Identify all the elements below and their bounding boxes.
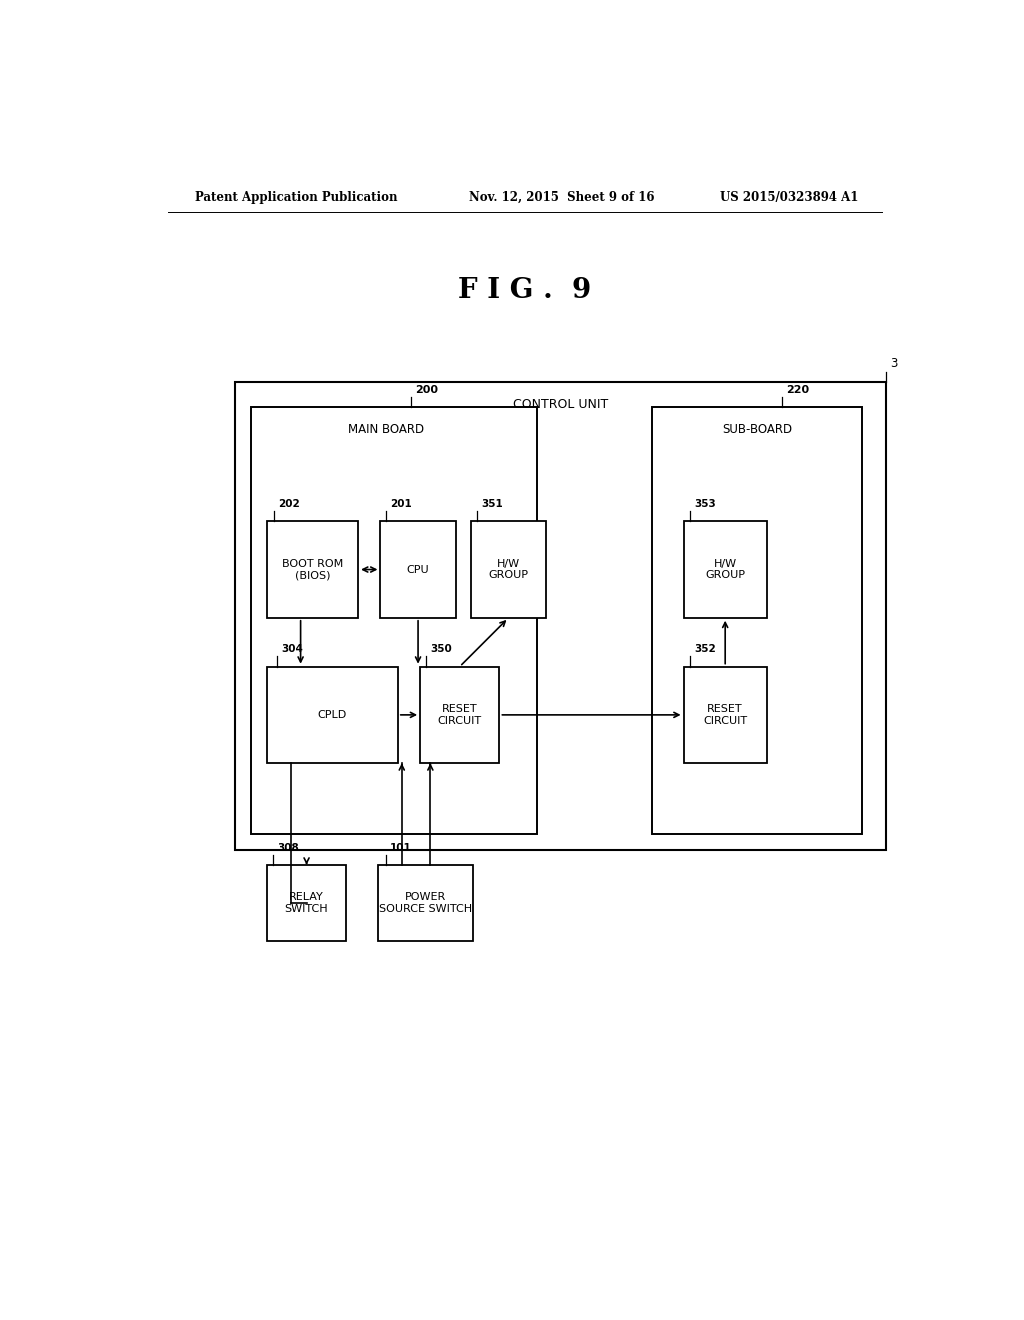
Text: H/W
GROUP: H/W GROUP: [488, 558, 528, 581]
Text: 304: 304: [282, 644, 303, 655]
Text: 101: 101: [389, 842, 412, 853]
Text: 352: 352: [694, 644, 716, 655]
Bar: [471, 521, 546, 618]
Bar: [684, 521, 767, 618]
Bar: [267, 667, 397, 763]
Text: POWER
SOURCE SWITCH: POWER SOURCE SWITCH: [379, 892, 472, 913]
Text: 350: 350: [430, 644, 453, 655]
Bar: [652, 408, 862, 834]
Text: CPLD: CPLD: [317, 710, 347, 719]
Text: 3: 3: [890, 356, 897, 370]
Text: 353: 353: [694, 499, 716, 510]
Text: RELAY
SWITCH: RELAY SWITCH: [285, 892, 329, 913]
Text: Nov. 12, 2015  Sheet 9 of 16: Nov. 12, 2015 Sheet 9 of 16: [469, 190, 654, 203]
Text: 202: 202: [279, 499, 300, 510]
Text: SUB-BOARD: SUB-BOARD: [722, 424, 792, 437]
Text: MAIN BOARD: MAIN BOARD: [348, 424, 424, 437]
Text: US 2015/0323894 A1: US 2015/0323894 A1: [720, 190, 858, 203]
Bar: [267, 521, 358, 618]
Bar: [420, 667, 500, 763]
Text: 308: 308: [278, 842, 299, 853]
Bar: [251, 408, 537, 834]
Text: RESET
CIRCUIT: RESET CIRCUIT: [437, 704, 481, 726]
Text: RESET
CIRCUIT: RESET CIRCUIT: [703, 704, 748, 726]
Text: BOOT ROM
(BIOS): BOOT ROM (BIOS): [282, 558, 343, 581]
Text: H/W
GROUP: H/W GROUP: [706, 558, 745, 581]
Text: 201: 201: [390, 499, 412, 510]
Text: CONTROL UNIT: CONTROL UNIT: [513, 397, 608, 411]
Bar: [267, 865, 346, 941]
Text: Patent Application Publication: Patent Application Publication: [196, 190, 398, 203]
Bar: [378, 865, 473, 941]
Text: 220: 220: [786, 385, 809, 395]
Bar: [236, 381, 886, 850]
Text: CPU: CPU: [407, 565, 429, 574]
Text: F I G .  9: F I G . 9: [458, 277, 592, 304]
Bar: [380, 521, 456, 618]
Text: 351: 351: [481, 499, 503, 510]
Text: 200: 200: [415, 385, 438, 395]
Bar: [684, 667, 767, 763]
